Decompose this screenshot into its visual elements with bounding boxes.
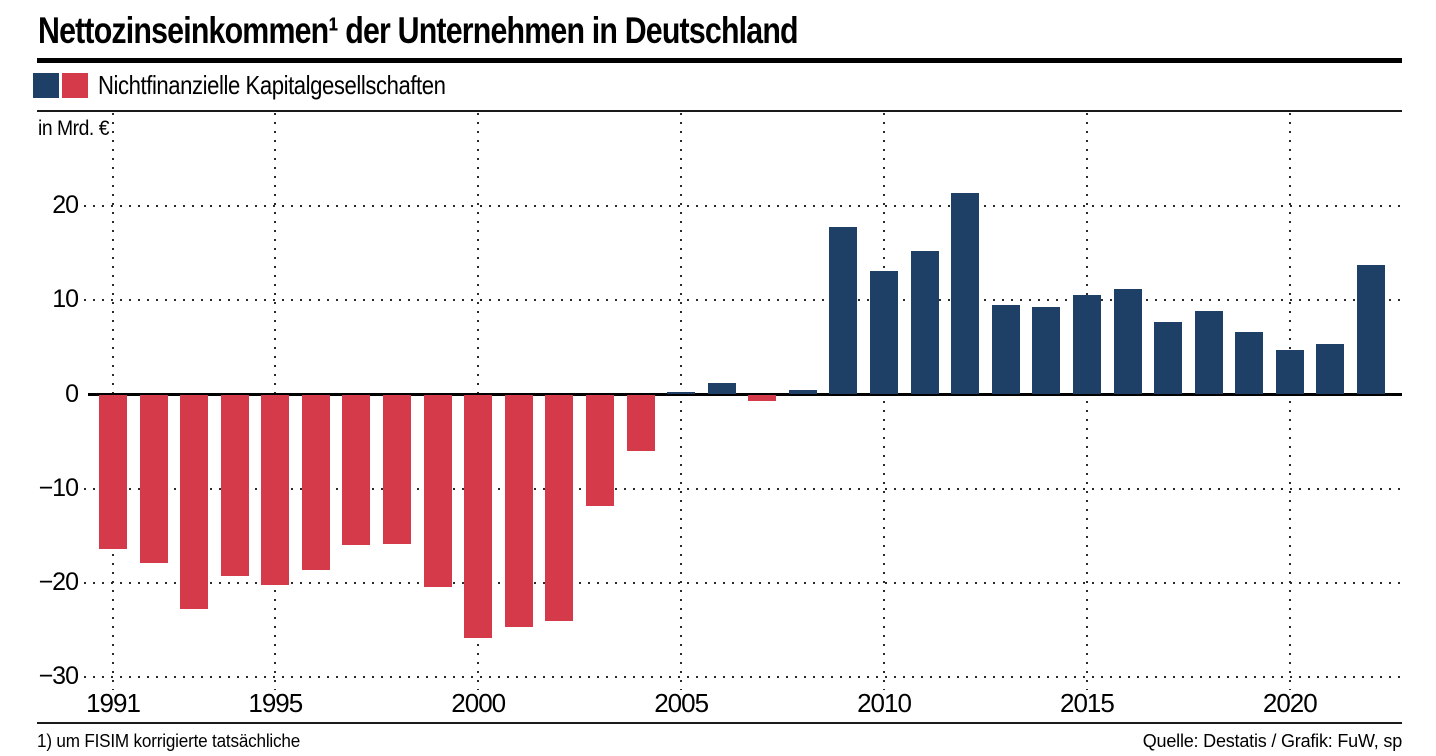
x-tick-1991: 1991 (86, 688, 141, 718)
y-tick--20: −20 (38, 567, 79, 596)
y-tick-0: 0 (65, 379, 79, 408)
bar-2001 (504, 394, 533, 628)
legend-divider-rule (37, 110, 1402, 112)
v-gridline-2015 (1085, 113, 1088, 690)
bar-2006 (707, 383, 736, 395)
x-tick-2010: 2010 (857, 688, 912, 718)
bar-2004 (626, 394, 655, 452)
h-gridline-10 (84, 299, 1402, 302)
bar-1991 (99, 394, 127, 549)
title-divider-rule (37, 58, 1402, 63)
bar-2011 (910, 251, 939, 395)
y-tick--10: −10 (38, 473, 79, 502)
source-credit: Quelle: Destatis / Grafik: FuW, sp (1142, 731, 1402, 751)
bar-2021 (1316, 343, 1345, 395)
bar-1997 (342, 394, 371, 546)
bar-2005 (667, 391, 696, 395)
bar-2017 (1154, 321, 1183, 395)
bar-1999 (423, 394, 452, 587)
x-tick-2015: 2015 (1059, 688, 1115, 718)
bar-2009 (829, 226, 858, 395)
footnote: 1) um FISIM korrigierte tatsächliche (37, 731, 301, 751)
y-tick-20: 20 (52, 191, 79, 220)
bar-1996 (301, 394, 330, 570)
y-tick-10: 10 (52, 285, 79, 314)
bar-2002 (545, 394, 574, 621)
bar-2013 (991, 305, 1020, 395)
y-axis-unit-label: in Mrd. € (38, 117, 110, 140)
bar-2008 (788, 389, 817, 395)
y-tick--30: −30 (38, 662, 79, 691)
x-tick-2020: 2020 (1262, 688, 1318, 718)
h-gridline--30 (84, 676, 1402, 679)
bar-2014 (1032, 306, 1061, 395)
x-tick-2005: 2005 (654, 688, 709, 718)
h-gridline--10 (84, 487, 1402, 490)
bar-2022 (1356, 264, 1385, 395)
bar-1995 (261, 394, 290, 585)
bar-2019 (1235, 332, 1264, 395)
bar-1994 (220, 394, 249, 577)
bar-1993 (180, 394, 209, 610)
bar-1998 (383, 394, 412, 545)
h-gridline-20 (84, 205, 1402, 208)
bar-2003 (585, 394, 614, 506)
zero-axis-line (88, 393, 1402, 396)
bar-2000 (464, 394, 493, 639)
footer-divider-rule (37, 722, 1402, 724)
bar-2016 (1113, 288, 1142, 395)
chart-title: Nettozinseinkommen¹ der Unternehmen in D… (38, 10, 799, 51)
bar-2015 (1072, 294, 1101, 395)
bar-2020 (1275, 350, 1304, 395)
legend-swatch-negative (62, 73, 88, 98)
legend-swatch-positive (33, 73, 59, 98)
v-gridline-2010 (883, 113, 886, 690)
legend-label: Nichtfinanzielle Kapitalgesellschaften (98, 70, 446, 100)
h-gridline--20 (84, 581, 1402, 584)
v-gridline-2020 (1288, 113, 1291, 690)
bar-2018 (1194, 310, 1223, 395)
bar-2012 (951, 192, 980, 395)
bar-2010 (870, 271, 899, 395)
x-tick-1995: 1995 (248, 688, 303, 718)
bar-1992 (139, 394, 168, 564)
v-gridline-2005 (680, 113, 683, 690)
bar-2007 (748, 394, 777, 402)
x-tick-2000: 2000 (451, 688, 506, 718)
